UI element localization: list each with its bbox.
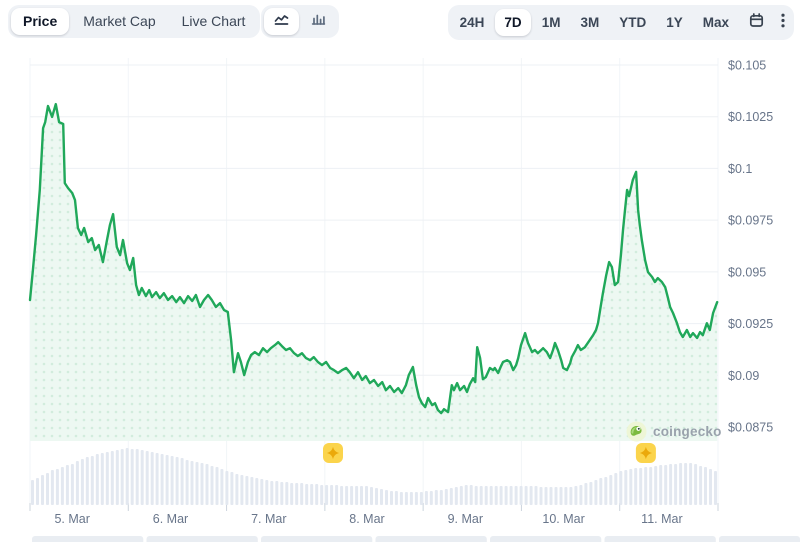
tab-market-cap[interactable]: Market Cap [71,8,167,35]
volume-bars[interactable] [31,448,717,505]
chart-type-toggle [261,5,339,38]
svg-text:$0.09: $0.09 [728,369,759,383]
svg-text:7. Mar: 7. Mar [251,512,286,526]
svg-text:$0.095: $0.095 [728,265,766,279]
svg-text:8. Mar: 8. Mar [349,512,384,526]
line-chart-icon-button[interactable] [264,8,299,35]
price-line[interactable] [28,102,719,415]
svg-text:11. Mar: 11. Mar [641,512,682,526]
svg-text:$0.1025: $0.1025 [728,110,773,124]
price-area-fill [30,104,718,441]
bar-chart-icon [310,13,327,30]
line-chart-icon [273,13,290,30]
chart-mode-tabs: Price Market Cap Live Chart [8,5,261,38]
range-24h[interactable]: 24H [451,9,494,36]
y-axis-labels: $0.105 $0.1025 $0.1 $0.0975 $0.095 $0.0925 $0.… [728,59,773,435]
calendar-button[interactable] [740,8,773,37]
svg-text:9. Mar: 9. Mar [448,512,483,526]
svg-text:10. Mar: 10. Mar [542,512,584,526]
svg-text:$0.1: $0.1 [728,162,752,176]
kebab-menu-icon [781,13,785,32]
svg-text:$0.105: $0.105 [728,59,766,73]
range-1m[interactable]: 1M [533,9,570,36]
tab-price[interactable]: Price [11,8,70,35]
more-options-button[interactable] [775,8,791,37]
calendar-icon [749,13,764,32]
x-axis-labels: 5. Mar 6. Mar 7. Mar 8. Mar 9. Mar 10. Mar 11.… [54,512,682,526]
bar-chart-icon-button[interactable] [301,8,336,35]
coingecko-watermark-text: coingecko [653,424,722,439]
sparkle-marker[interactable] [635,443,656,463]
svg-text:$0.0875: $0.0875 [728,420,773,434]
coingecko-gecko-icon [626,421,647,442]
range-7d[interactable]: 7D [495,9,531,36]
range-1y[interactable]: 1Y [657,9,692,36]
range-3m[interactable]: 3M [571,9,608,36]
tab-live-chart[interactable]: Live Chart [170,8,258,35]
svg-text:6. Mar: 6. Mar [153,512,188,526]
svg-text:$0.0925: $0.0925 [728,317,773,331]
time-range-tabs: 24H 7D 1M 3M YTD 1Y Max [447,5,794,40]
coingecko-watermark: coingecko [626,421,722,442]
bottom-strip [32,536,800,542]
svg-text:$0.0975: $0.0975 [728,214,773,228]
svg-text:5. Mar: 5. Mar [54,512,89,526]
range-max[interactable]: Max [694,9,738,36]
sparkle-marker[interactable] [323,443,343,463]
range-ytd[interactable]: YTD [610,9,655,36]
